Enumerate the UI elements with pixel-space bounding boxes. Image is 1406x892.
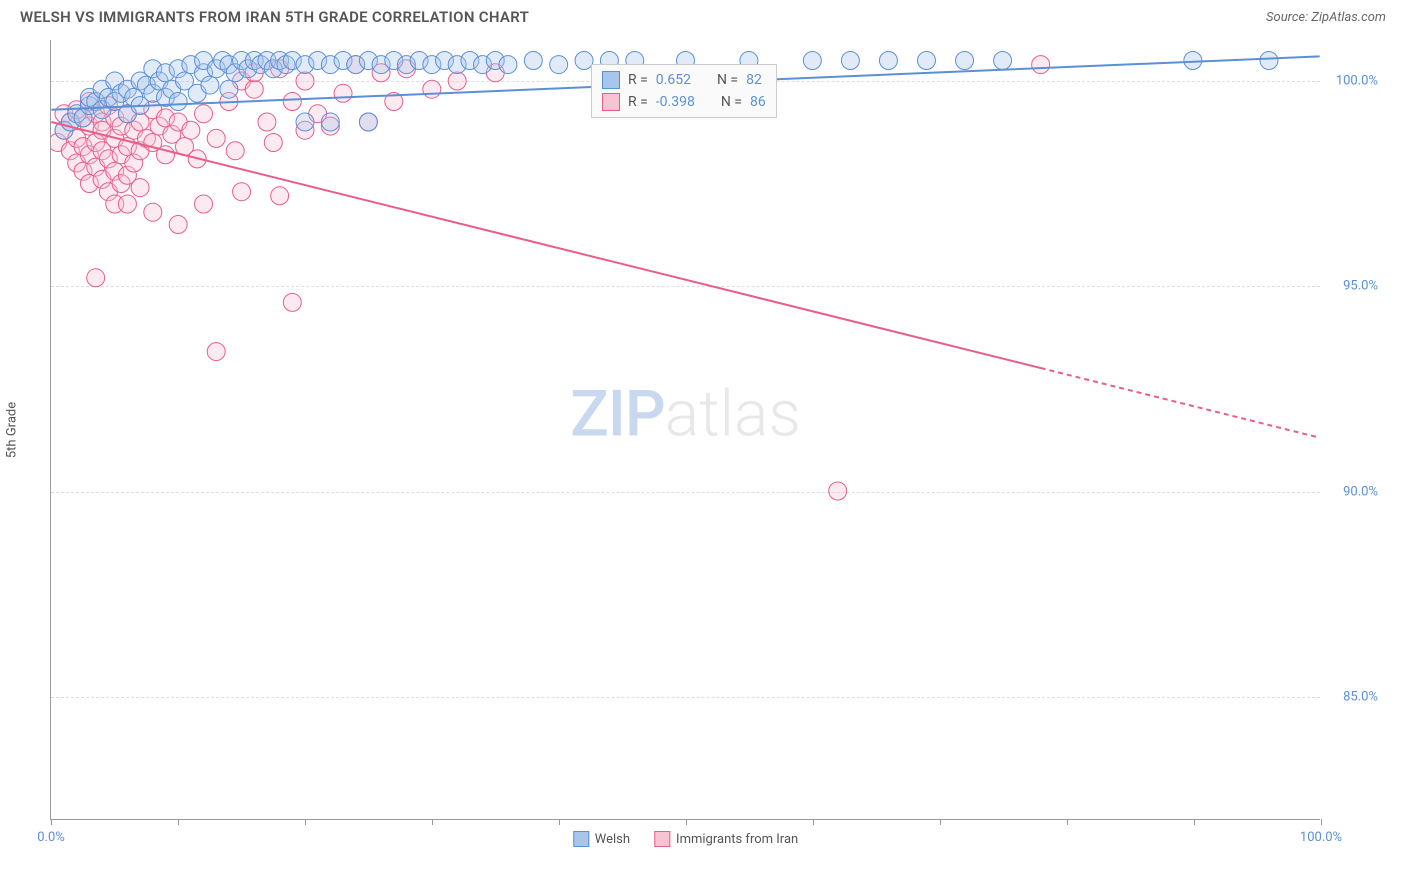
x-tick bbox=[940, 819, 941, 825]
scatter-point bbox=[226, 142, 244, 160]
scatter-point bbox=[207, 343, 225, 361]
r-label: R = bbox=[628, 94, 648, 110]
scatter-point bbox=[283, 293, 301, 311]
x-tick bbox=[559, 819, 560, 825]
legend-item-iran: Immigrants from Iran bbox=[654, 831, 798, 847]
scatter-point bbox=[118, 195, 136, 213]
swatch-iran bbox=[602, 93, 620, 111]
scatter-point bbox=[182, 121, 200, 139]
scatter-point bbox=[359, 113, 377, 131]
scatter-point bbox=[1260, 52, 1278, 70]
x-tick bbox=[1194, 819, 1195, 825]
legend-label-welsh: Welsh bbox=[595, 832, 630, 847]
scatter-point bbox=[258, 113, 276, 131]
chart-title: WELSH VS IMMIGRANTS FROM IRAN 5TH GRADE … bbox=[20, 8, 529, 26]
scatter-point bbox=[956, 52, 974, 70]
x-tick bbox=[432, 819, 433, 825]
x-tick bbox=[1321, 819, 1322, 825]
scatter-point bbox=[195, 105, 213, 123]
n-label: N = bbox=[717, 72, 738, 88]
scatter-point bbox=[499, 56, 517, 74]
scatter-point bbox=[233, 183, 251, 201]
scatter-point bbox=[550, 56, 568, 74]
x-tick bbox=[1067, 819, 1068, 825]
scatter-point bbox=[87, 269, 105, 287]
scatter-point bbox=[1032, 56, 1050, 74]
scatter-point bbox=[296, 72, 314, 90]
scatter-point bbox=[803, 52, 821, 70]
legend-label-iran: Immigrants from Iran bbox=[676, 832, 798, 847]
scatter-point bbox=[271, 187, 289, 205]
scatter-point bbox=[994, 52, 1012, 70]
n-label: N = bbox=[721, 94, 742, 110]
scatter-point bbox=[220, 80, 238, 98]
scatter-point bbox=[169, 216, 187, 234]
scatter-point bbox=[918, 52, 936, 70]
n-value-iran: 86 bbox=[750, 94, 766, 110]
stats-row-welsh: R = 0.652 N = 82 bbox=[602, 69, 766, 91]
r-value-welsh: 0.652 bbox=[656, 72, 691, 88]
source-attribution: Source: ZipAtlas.com bbox=[1266, 10, 1386, 25]
r-label: R = bbox=[628, 72, 648, 88]
y-axis-label: 5th Grade bbox=[5, 402, 20, 458]
r-value-iran: -0.398 bbox=[656, 94, 695, 110]
scatter-point bbox=[131, 179, 149, 197]
x-tick bbox=[178, 819, 179, 825]
plot-area: ZIPatlas R = 0.652 N = 82 R = -0.398 N =… bbox=[50, 40, 1320, 820]
n-value-welsh: 82 bbox=[746, 72, 762, 88]
x-tick bbox=[813, 819, 814, 825]
scatter-point bbox=[169, 93, 187, 111]
legend-item-welsh: Welsh bbox=[573, 831, 630, 847]
y-tick-label: 90.0% bbox=[1343, 484, 1378, 499]
scatter-point bbox=[207, 129, 225, 147]
scatter-point bbox=[829, 482, 847, 500]
legend-swatch-welsh bbox=[573, 831, 589, 847]
scatter-point bbox=[524, 52, 542, 70]
y-tick-label: 95.0% bbox=[1343, 279, 1378, 294]
scatter-point bbox=[448, 72, 466, 90]
stats-legend-box: R = 0.652 N = 82 R = -0.398 N = 86 bbox=[591, 64, 777, 118]
scatter-point bbox=[264, 134, 282, 152]
scatter-point bbox=[245, 80, 263, 98]
scatter-point bbox=[144, 203, 162, 221]
trend-line bbox=[1041, 368, 1320, 438]
trend-line bbox=[51, 122, 1040, 368]
scatter-point bbox=[334, 84, 352, 102]
scatter-svg bbox=[51, 40, 1320, 819]
x-tick-label: 0.0% bbox=[37, 830, 65, 845]
scatter-point bbox=[321, 113, 339, 131]
legend-swatch-iran bbox=[654, 831, 670, 847]
y-tick-label: 100.0% bbox=[1336, 74, 1378, 89]
scatter-point bbox=[296, 113, 314, 131]
y-tick-label: 85.0% bbox=[1343, 689, 1378, 704]
x-tick bbox=[686, 819, 687, 825]
scatter-point bbox=[423, 80, 441, 98]
bottom-legend: Welsh Immigrants from Iran bbox=[573, 831, 798, 847]
x-tick-label: 100.0% bbox=[1300, 830, 1342, 845]
x-tick bbox=[305, 819, 306, 825]
scatter-point bbox=[195, 195, 213, 213]
scatter-point bbox=[841, 52, 859, 70]
chart-container: ZIPatlas R = 0.652 N = 82 R = -0.398 N =… bbox=[50, 40, 1386, 850]
scatter-point bbox=[201, 76, 219, 94]
scatter-point bbox=[879, 52, 897, 70]
swatch-welsh bbox=[602, 71, 620, 89]
x-tick bbox=[51, 819, 52, 825]
scatter-point bbox=[283, 93, 301, 111]
stats-row-iran: R = -0.398 N = 86 bbox=[602, 91, 766, 113]
